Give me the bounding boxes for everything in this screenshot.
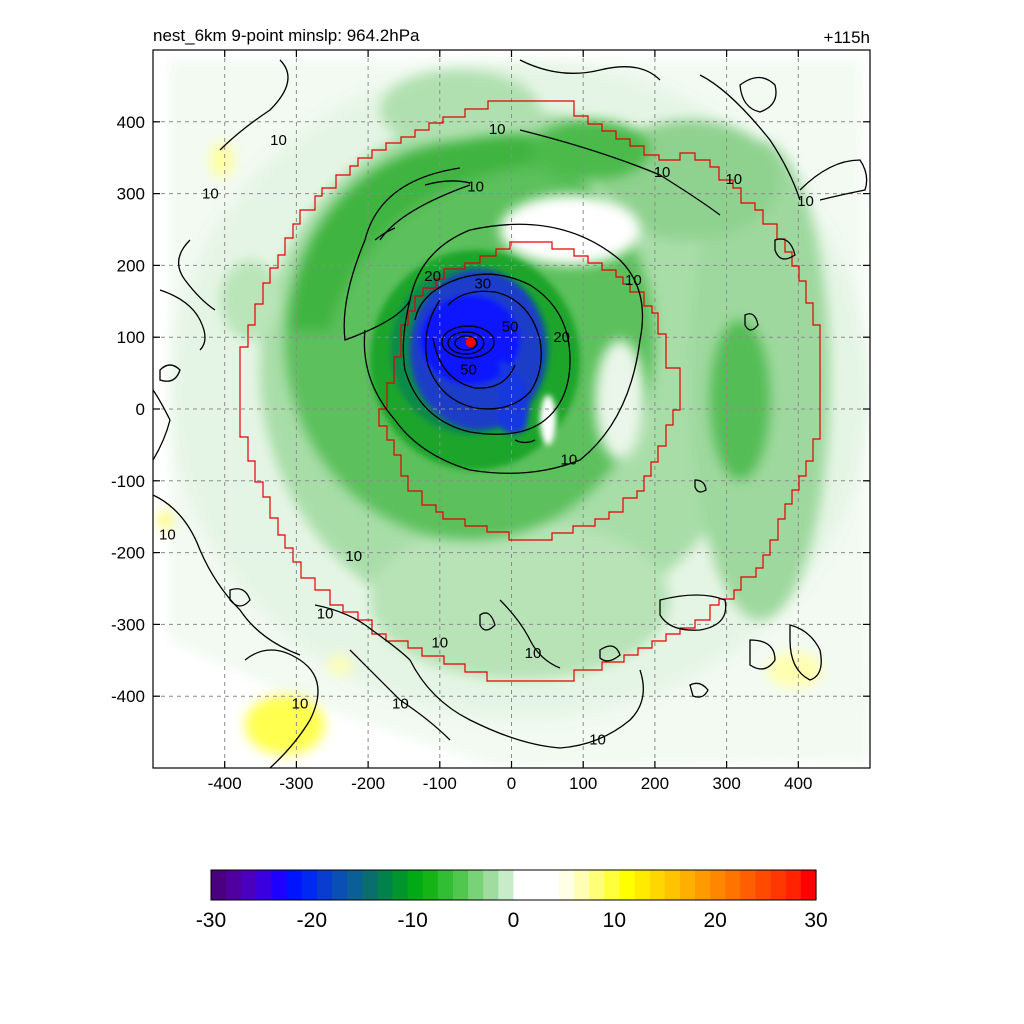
y-tick-label: -100 [111,472,145,491]
contour-label: 20 [553,329,570,346]
colorbar-swatch [679,870,696,900]
x-tick-label: 400 [784,774,812,793]
contour-label: 10 [202,186,219,203]
colorbar-tick-label: 20 [703,909,726,932]
contour-label: 30 [474,275,491,292]
contour-label: 10 [625,272,642,289]
y-tick-label: 200 [117,256,145,275]
colorbar-swatch [407,870,424,900]
colorbar-frame [210,869,817,901]
colorbar-swatch [286,870,303,900]
colorbar-swatch [770,870,787,900]
colorbar-swatch [604,870,620,900]
contour-label: 10 [654,164,671,181]
colorbar-swatch [453,870,469,900]
colorbar-swatch [316,870,333,900]
wind-contours [153,59,868,768]
y-tick-label: 0 [136,400,145,419]
colorbar-swatch [574,870,590,900]
colorbar-swatch [755,870,772,900]
contour-label: 10 [317,606,334,623]
colorbar-swatch [725,870,741,900]
colorbar-tick-label: 10 [603,909,626,932]
colorbar-swatch [362,870,378,900]
y-tick-label: 300 [117,185,145,204]
colorbar-swatch [392,870,409,900]
colorbar-swatch [543,870,560,900]
colorbar-swatch [740,870,757,900]
axis-ticks: -400 -300 -200 -100 0 100 200 300 40040030020010… [111,50,870,793]
colorbar-swatch [347,870,363,900]
contour-label: 10 [589,731,606,748]
colorbar-swatch [271,870,288,900]
contour-label: 10 [489,121,506,138]
colorbar-swatch [256,870,273,900]
colorbar-swatch [528,870,545,900]
y-tick-label: 400 [117,113,145,132]
contour-label: 10 [431,634,448,651]
contour-label: 10 [561,451,578,468]
plot-area: 10 10 10 10 10 10 10 10 20 30 50 20 50 10 10 10 10 10 10 10… [153,50,870,768]
x-tick-label: 300 [712,774,740,793]
contour-label: 10 [345,548,362,565]
colorbar-swatch [513,870,530,900]
nest-boundary [239,100,821,682]
x-tick-label: -300 [279,774,313,793]
y-tick-label: 100 [117,328,145,347]
colorbar-tick-label: -10 [397,909,427,932]
contour-labels: 10 10 10 10 10 10 10 10 20 30 50 20 50 10 10 10 10 10 10 10… [159,121,814,748]
contour-label: 10 [525,645,542,662]
colorbar-swatch [241,870,257,900]
colorbar-swatch [619,870,636,900]
colorbar: -30 -20 -10 0 10 20 30 [196,869,828,932]
x-tick-label: 100 [569,774,597,793]
contour-label: 10 [270,132,287,149]
shaded-field [157,60,870,768]
contour-label: 10 [159,527,176,544]
x-tick-label: 200 [641,774,669,793]
contour-label: 50 [460,362,477,379]
contour-label: 10 [467,178,484,195]
chart-time-label: +115h [824,28,870,47]
x-tick-label: 0 [507,774,516,793]
colorbar-swatch [498,870,515,900]
colorbar-tick-label: 0 [508,909,520,932]
colorbar-swatch [332,870,348,900]
contour-label: 20 [424,268,441,285]
chart-title: nest_6km 9-point minslp: 964.2hPa [153,26,420,45]
colorbar-swatch [800,870,817,900]
colorbar-tick-label: -30 [196,909,226,932]
contour-label: 10 [797,193,814,210]
colorbar-swatch [589,870,605,900]
contour-label: 10 [725,171,742,188]
colorbar-swatch [301,870,318,900]
y-tick-label: -400 [111,687,145,706]
x-tick-label: -400 [208,774,242,793]
colorbar-swatch [226,870,242,900]
colorbar-swatch [211,870,227,900]
colorbar-swatch [710,870,726,900]
colorbar-swatch [483,870,499,900]
colorbar-swatch [634,870,651,900]
contour-label: 10 [292,695,309,712]
x-tick-label: -200 [351,774,385,793]
colorbar-swatch [377,870,394,900]
colorbar-swatch [695,870,711,900]
colorbar-swatch [664,870,681,900]
colorbar-swatch [649,870,666,900]
x-tick-label: -100 [423,774,457,793]
colorbar-swatch [558,870,575,900]
colorbar-swatch [468,870,484,900]
contour-label: 50 [502,318,519,335]
colorbar-swatch [422,870,439,900]
colorbar-swatch [437,870,454,900]
colorbar-tick-label: -20 [297,909,327,932]
colorbar-tick-label: 30 [804,909,827,932]
contour-label: 10 [392,695,409,712]
y-tick-label: -200 [111,544,145,563]
colorbar-swatch [785,870,802,900]
y-tick-label: -300 [111,615,145,634]
storm-center-marker [465,337,476,348]
